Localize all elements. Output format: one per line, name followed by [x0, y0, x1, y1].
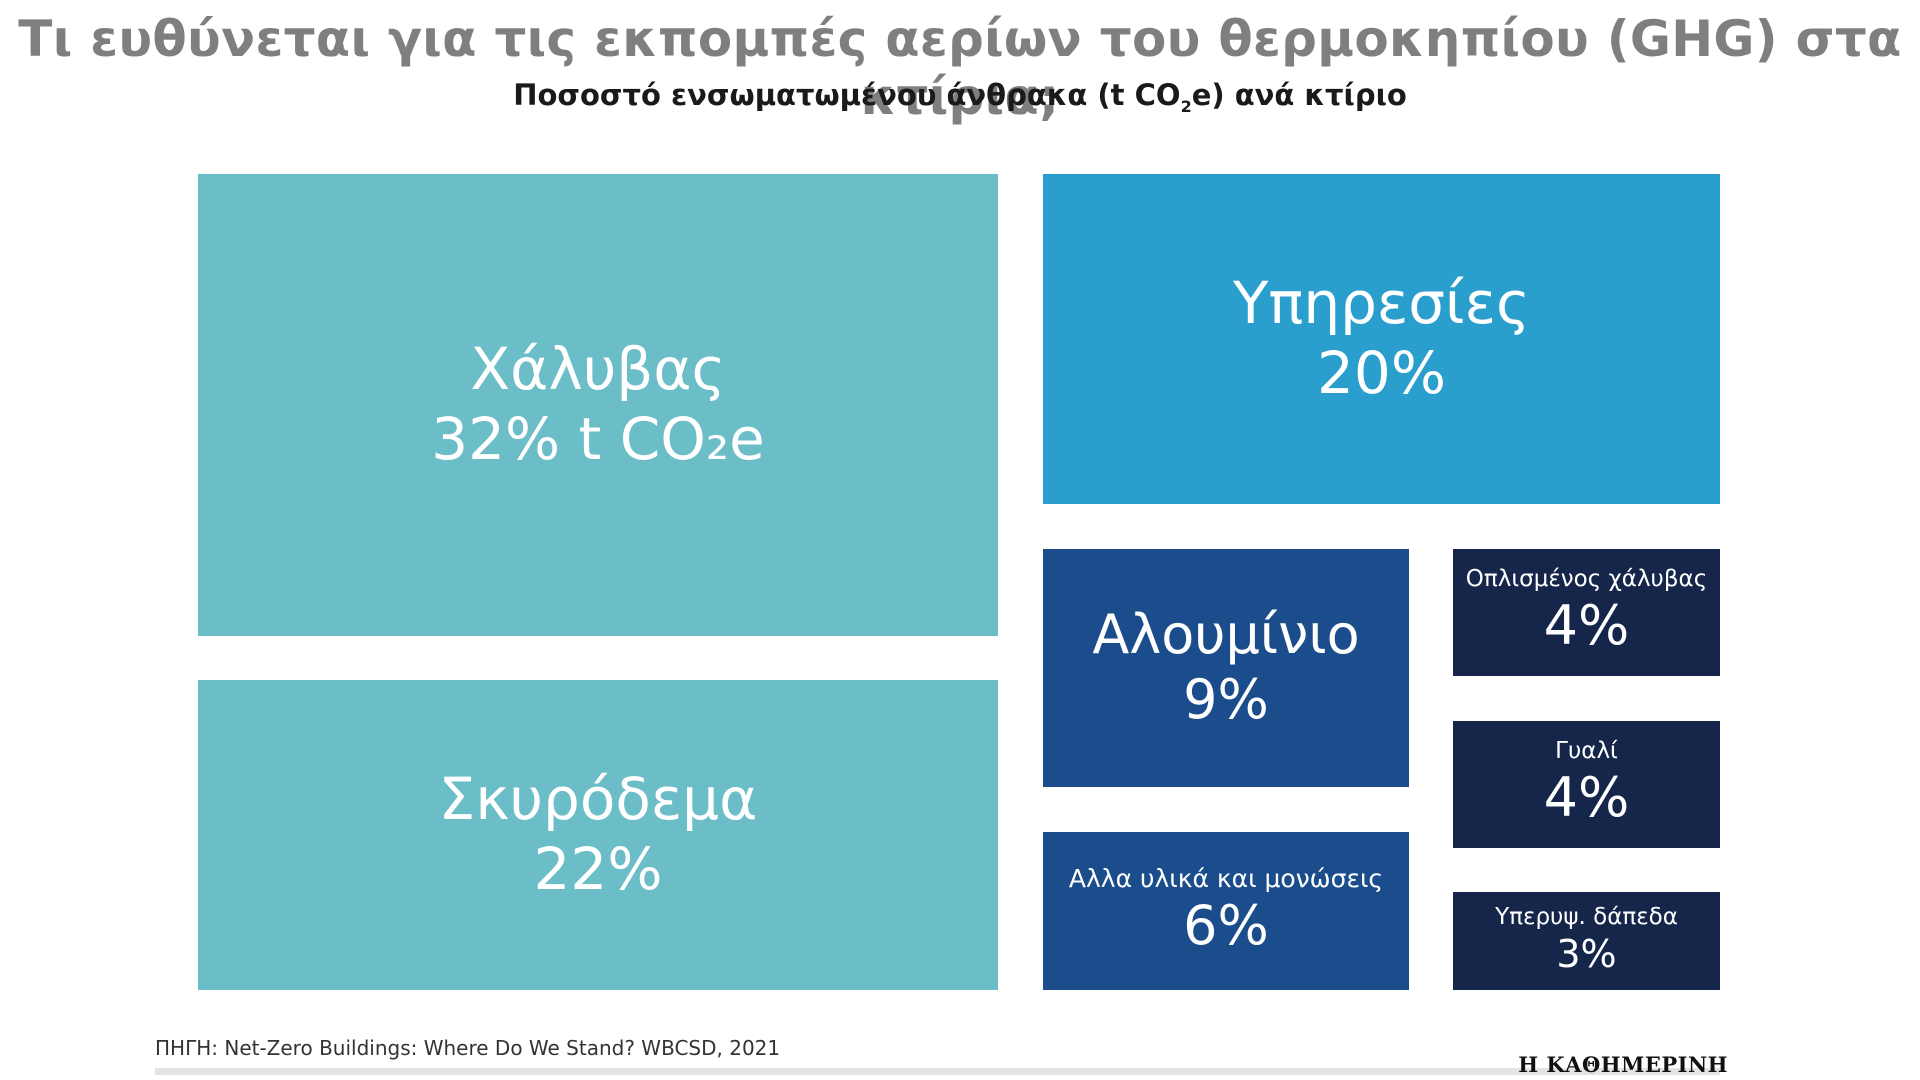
tile-label: Γυαλί — [1555, 738, 1618, 765]
footer-rule — [155, 1068, 1720, 1075]
tile-value: 32% t CO₂e — [431, 405, 765, 473]
tile-value: 6% — [1183, 893, 1269, 957]
tile-label: Χάλυβας — [470, 335, 726, 404]
tile-label: Υπηρεσίες — [1232, 269, 1531, 338]
tile-value: 4% — [1543, 765, 1630, 829]
treemap-tile-5: Αλλα υλικά και μονώσεις 6% — [1043, 832, 1409, 990]
brand-logo: Η ΚΑΘΗΜΕΡΙΝΗ — [1518, 1052, 1728, 1077]
treemap-tile-1: Χάλυβας 32% t CO₂e — [198, 174, 998, 636]
tile-value: 20% — [1317, 339, 1446, 407]
tile-value: 22% — [533, 835, 663, 903]
treemap-tile-3: Υπηρεσίες 20% — [1043, 174, 1720, 504]
source-note: ΠΗΓΗ: Net-Zero Buildings: Where Do We St… — [155, 1036, 781, 1060]
tile-value: 9% — [1183, 668, 1269, 731]
subtitle-text-after: e) ανά κτίριο — [1191, 78, 1407, 112]
chart-subtitle: Ποσοστό ενσωματωμένου άνθρακα (t CO2e) α… — [0, 78, 1920, 116]
tile-label: Σκυρόδεμα — [438, 765, 758, 834]
subtitle-subscript: 2 — [1180, 96, 1192, 116]
subtitle-text-before: Ποσοστό ενσωματωμένου άνθρακα (t CO — [513, 78, 1181, 112]
treemap-tile-6: Οπλισμένος χάλυβας 4% — [1453, 549, 1720, 676]
chart-title: Τι ευθύνεται για τις εκπομπές αερίων του… — [18, 10, 1902, 126]
tile-value: 4% — [1543, 593, 1630, 657]
tile-label: Υπερυψ. δάπεδα — [1495, 904, 1678, 931]
tile-label: Οπλισμένος χάλυβας — [1465, 566, 1708, 593]
treemap-tile-2: Σκυρόδεμα 22% — [198, 680, 998, 990]
tile-value: 3% — [1556, 932, 1617, 976]
tile-label: Αλουμίνιο — [1092, 603, 1360, 667]
treemap-tile-4: Αλουμίνιο 9% — [1043, 549, 1409, 787]
treemap-tile-8: Υπερυψ. δάπεδα 3% — [1453, 892, 1720, 990]
tile-label: Αλλα υλικά και μονώσεις — [1068, 863, 1384, 893]
treemap-tile-7: Γυαλί 4% — [1453, 721, 1720, 848]
